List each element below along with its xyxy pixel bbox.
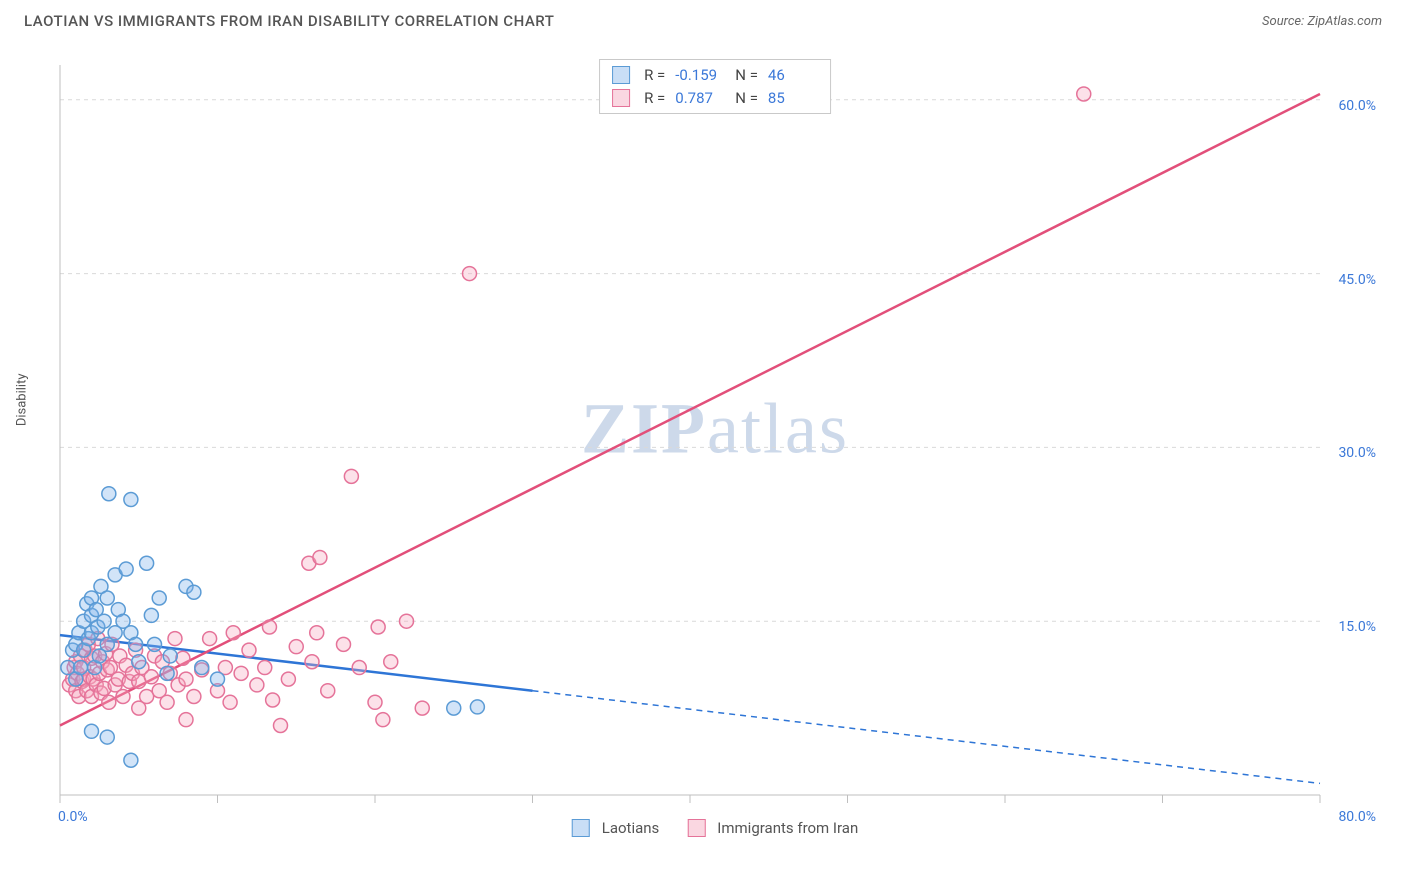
legend-item-iran: Immigrants from Iran xyxy=(687,819,858,837)
y-axis-label: Disability xyxy=(15,373,30,426)
source-attribution: Source: ZipAtlas.com xyxy=(1262,14,1382,29)
chart-title: LAOTIAN VS IMMIGRANTS FROM IRAN DISABILI… xyxy=(24,12,554,30)
n-value-2: 85 xyxy=(768,87,818,110)
legend-swatch-pink-icon xyxy=(687,819,705,837)
chart-header: LAOTIAN VS IMMIGRANTS FROM IRAN DISABILI… xyxy=(0,0,1406,38)
legend-label-2: Immigrants from Iran xyxy=(717,819,858,837)
n-value-1: 46 xyxy=(768,64,818,87)
swatch-pink-icon xyxy=(612,89,630,107)
bottom-legend: Laotians Immigrants from Iran xyxy=(572,819,859,837)
legend-label-1: Laotians xyxy=(602,819,660,837)
r-value-2: 0.787 xyxy=(675,87,725,110)
y-tick-label: 45.0% xyxy=(1338,272,1376,288)
y-tick-label: 30.0% xyxy=(1338,445,1376,461)
swatch-blue-icon xyxy=(612,66,630,84)
r-label-2: R = xyxy=(644,87,665,110)
stats-box: R = -0.159 N = 46 R = 0.787 N = 85 xyxy=(599,59,831,114)
source-prefix: Source: xyxy=(1262,14,1307,29)
r-value-1: -0.159 xyxy=(675,64,725,87)
stats-row-iran: R = 0.787 N = 85 xyxy=(612,87,818,110)
scatter-plot xyxy=(50,55,1380,835)
y-tick-label: 60.0% xyxy=(1338,98,1376,114)
r-label-1: R = xyxy=(644,64,665,87)
chart-area: Disability ZIPatlas R = -0.159 N = 46 R … xyxy=(50,55,1380,835)
n-label-1: N = xyxy=(735,64,758,87)
n-label-2: N = xyxy=(735,87,758,110)
legend-swatch-blue-icon xyxy=(572,819,590,837)
legend-item-laotians: Laotians xyxy=(572,819,660,837)
x-tick-label: 0.0% xyxy=(58,809,88,825)
stats-row-laotians: R = -0.159 N = 46 xyxy=(612,64,818,87)
y-tick-label: 15.0% xyxy=(1338,619,1376,635)
source-name: ZipAtlas.com xyxy=(1307,14,1382,29)
x-tick-label: 80.0% xyxy=(1338,809,1376,825)
